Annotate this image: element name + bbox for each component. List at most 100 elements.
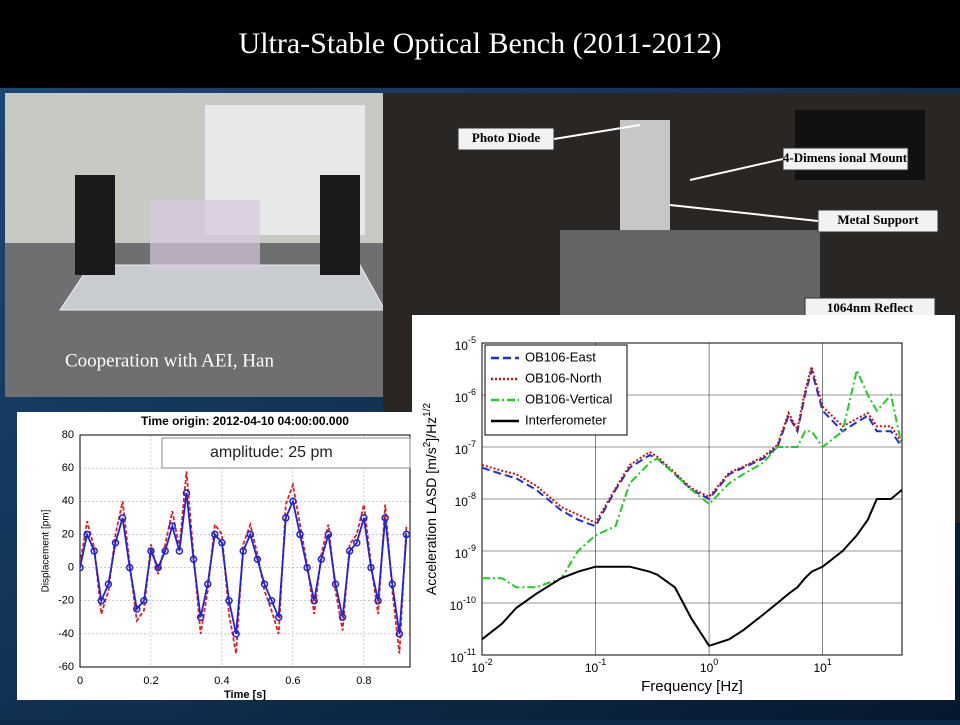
tick-label: 0 (68, 561, 74, 573)
data-point (246, 530, 255, 539)
legend-label: OB106-Vertical (525, 391, 613, 406)
tick-label: 60 (62, 462, 74, 474)
series-line (482, 489, 902, 647)
data-point (274, 613, 283, 622)
label-text: 4-Dimens ional Mount (783, 150, 908, 165)
data-point (182, 489, 191, 497)
data-point (118, 514, 127, 522)
data-point (175, 547, 184, 555)
tick-base: 10 (585, 661, 599, 675)
data-point (360, 514, 368, 522)
tick-label: 10-2 (471, 657, 492, 675)
tick-base: 10 (455, 495, 469, 509)
data-point (374, 596, 382, 605)
data-point (253, 555, 262, 564)
data-point (140, 596, 148, 605)
photo-bench (5, 93, 395, 397)
tick-exp: -5 (468, 335, 476, 345)
plot-frame (481, 342, 903, 656)
legend-label: OB106-North (525, 370, 602, 385)
data-point (211, 530, 219, 539)
legend-label: Interferometer (525, 412, 607, 427)
data-point (239, 547, 247, 555)
data-point (303, 563, 311, 572)
label-text: Photo Diode (472, 130, 540, 145)
tick-base: 10 (700, 661, 714, 675)
plot-frame (79, 434, 411, 668)
data-point (218, 538, 226, 547)
data-point (154, 563, 162, 572)
tick-exp: -6 (468, 387, 476, 397)
tick-label: -20 (58, 595, 74, 607)
tick-exp: -11 (464, 647, 476, 657)
data-point (317, 555, 326, 564)
tick-label: 10-11 (450, 647, 476, 665)
data-point (324, 530, 333, 539)
tick-label: 10-7 (455, 439, 476, 457)
data-point (196, 613, 205, 622)
data-point (296, 530, 304, 539)
data-point (97, 596, 106, 605)
data-point (104, 580, 113, 588)
tick-exp: -1 (598, 657, 606, 667)
series-line (482, 362, 902, 524)
series-line (80, 471, 408, 654)
tick-label: 10-6 (455, 387, 476, 405)
title-bar (0, 0, 960, 88)
data-point (111, 538, 120, 547)
tick-label: -40 (58, 628, 74, 640)
tick-base: 10 (455, 339, 469, 353)
data-point (232, 630, 240, 638)
data-point (161, 547, 169, 555)
x-axis-label: Time [s] (224, 689, 266, 701)
y-label-part: 2 (422, 441, 433, 447)
data-point (189, 555, 198, 564)
tick-label: -60 (58, 661, 74, 673)
tick-base: 10 (455, 547, 469, 561)
annotation-box (161, 437, 411, 469)
data-point (133, 605, 141, 613)
annotation: amplitude: 25 pm (210, 444, 333, 461)
y-axis-label: Displacement [pm] (41, 509, 52, 592)
data-point (310, 596, 318, 605)
tick-base: 10 (813, 661, 827, 675)
plot-area (482, 362, 902, 647)
data-point (338, 613, 347, 622)
tick-base: 10 (455, 443, 469, 457)
y-axis-label: Acceleration LASD [m/s2]/Hz1/2 (422, 402, 439, 595)
tick-exp: -9 (468, 543, 476, 553)
tick-label: 0.8 (356, 675, 371, 687)
data-point (331, 580, 340, 588)
data-point (168, 522, 177, 530)
x-axis-label: Frequency [Hz] (641, 678, 743, 695)
data-point (345, 547, 354, 555)
data-point (402, 530, 410, 539)
tick-exp: -8 (468, 491, 476, 501)
tick-label: 0.6 (285, 675, 300, 687)
tick-label: 40 (62, 495, 74, 507)
data-point (395, 630, 404, 638)
tick-exp: 0 (713, 657, 718, 667)
tick-label: 20 (62, 528, 74, 540)
tick-exp: -7 (468, 439, 476, 449)
data-point (225, 596, 233, 605)
data-point (388, 580, 397, 588)
tick-label: 10-1 (585, 657, 606, 675)
slide-title: Ultra-Stable Optical Bench (2011-2012) (239, 27, 722, 60)
tick-label: 10-9 (455, 543, 476, 561)
tick-label: 10-10 (450, 595, 476, 613)
tick-label: 101 (813, 657, 831, 675)
series-line (482, 367, 902, 589)
data-point (203, 580, 212, 588)
tick-label: 10-5 (455, 335, 476, 353)
photo-label: Photo Diode 4-Dimens ional Mount Metal S… (457, 124, 939, 321)
legend-label: OB106-East (525, 349, 596, 364)
plot-area (80, 471, 410, 654)
chart-time: -60 -40 -20 0 20 40 60 80 0 0.2 0.4 0.6 0.8 Time [s] D… (41, 414, 411, 701)
data-point (83, 530, 91, 539)
data-point (289, 497, 297, 506)
data-point (267, 596, 276, 605)
tick-base: 10 (450, 651, 464, 665)
